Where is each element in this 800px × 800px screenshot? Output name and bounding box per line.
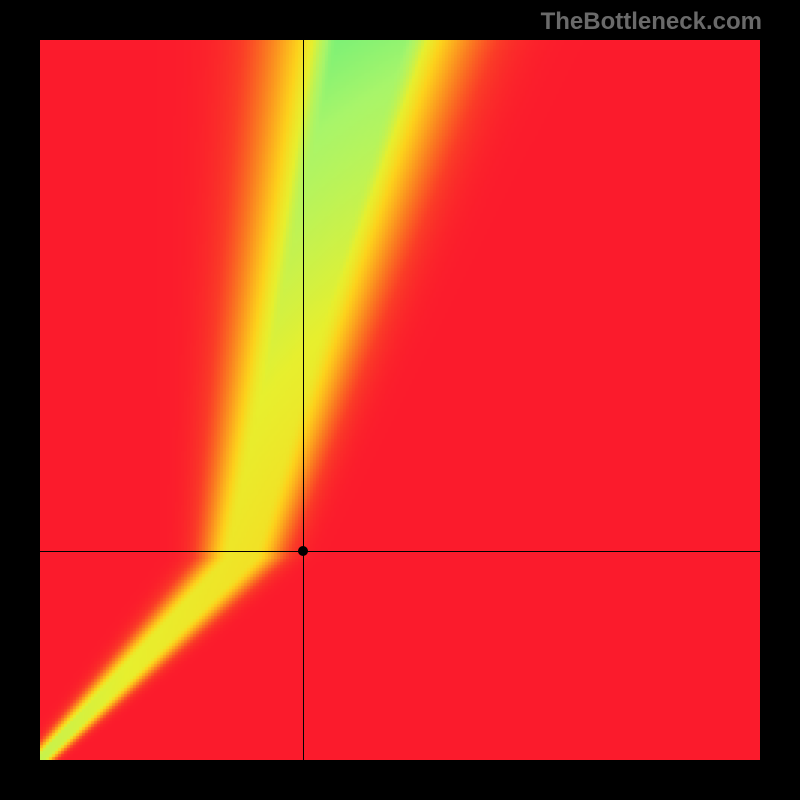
heatmap-plot bbox=[40, 40, 760, 760]
crosshair-vertical bbox=[303, 40, 304, 760]
watermark-text: TheBottleneck.com bbox=[541, 8, 762, 36]
heatmap-canvas bbox=[40, 40, 760, 760]
crosshair-point bbox=[298, 546, 308, 556]
crosshair-horizontal bbox=[40, 551, 760, 552]
